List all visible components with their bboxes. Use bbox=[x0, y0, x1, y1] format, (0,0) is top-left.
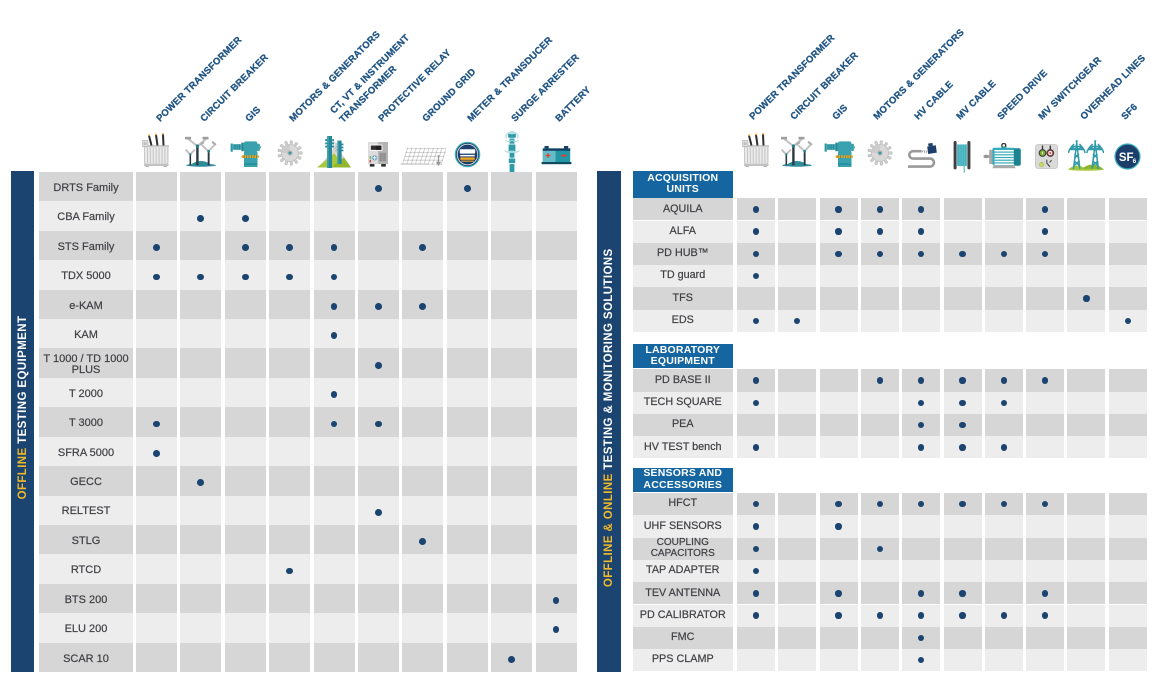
svg-text:6: 6 bbox=[1133, 158, 1137, 165]
svg-text:SF: SF bbox=[1119, 152, 1134, 164]
